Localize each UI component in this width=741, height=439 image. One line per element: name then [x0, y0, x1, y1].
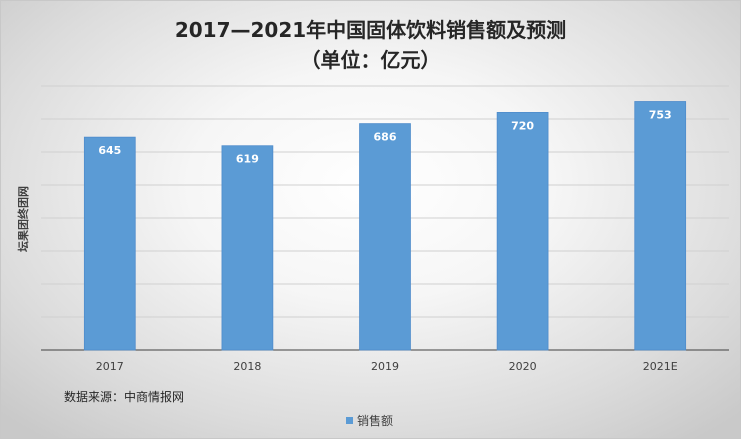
data-label-2017: 645: [98, 144, 121, 157]
data-label-2018: 619: [236, 153, 259, 166]
bar-2019: [359, 123, 411, 351]
data-label-2020: 720: [511, 119, 534, 132]
legend-label: 销售额: [357, 414, 394, 428]
data-label-2019: 686: [374, 131, 397, 144]
bar-2017: [83, 136, 136, 351]
chart-subtitle: （单位：亿元）: [300, 48, 441, 72]
x-tick-label-2020: 2020: [509, 360, 537, 373]
bar-2021E: [634, 101, 687, 351]
data-label-2021E: 753: [649, 109, 672, 122]
legend-swatch: [346, 417, 353, 424]
chart-title: 2017—2021年中国固体饮料销售额及预测: [174, 18, 567, 42]
source-note: 数据来源：中商情报网: [64, 390, 185, 404]
x-tick-label-2018: 2018: [233, 360, 261, 373]
legend: 销售额: [346, 412, 393, 429]
bar-2018: [221, 145, 274, 351]
x-tick-label-2021E: 2021E: [643, 360, 678, 373]
bar-2020: [496, 112, 549, 351]
x-tick-label-2019: 2019: [371, 360, 399, 373]
x-tick-label-2017: 2017: [96, 360, 124, 373]
